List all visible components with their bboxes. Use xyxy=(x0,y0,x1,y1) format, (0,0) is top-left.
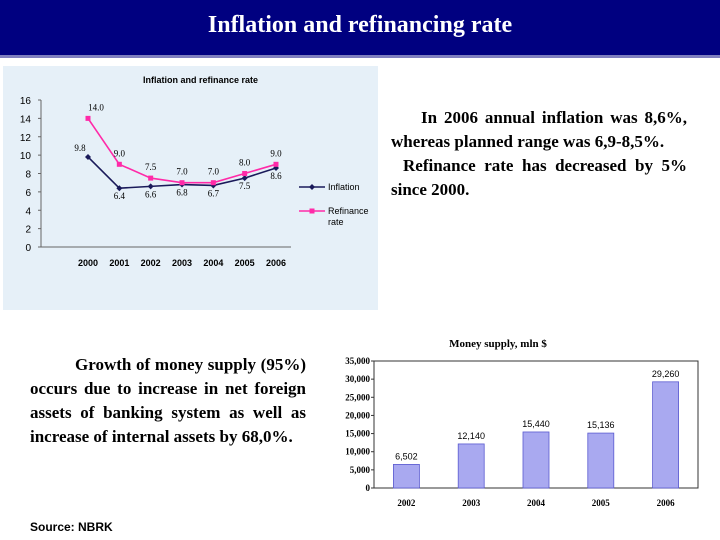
bar-value-label: 29,260 xyxy=(652,369,680,379)
legend-inflation-marker xyxy=(309,184,315,190)
x-tick-label: 2006 xyxy=(657,498,676,508)
inflation-data-label: 6.6 xyxy=(145,189,157,199)
x-tick-label: 2000 xyxy=(78,258,98,268)
money-supply-text: Growth of money supply (95%) occurs due … xyxy=(30,353,306,449)
inflation-data-label: 6.8 xyxy=(176,188,188,198)
inflation-data-label: 8.6 xyxy=(270,171,282,181)
y-tick-label: 35,000 xyxy=(345,356,370,366)
money-supply-bar xyxy=(393,464,420,489)
inflation-point xyxy=(147,183,154,190)
y-tick-label: 20,000 xyxy=(345,410,370,420)
refinance-point xyxy=(85,115,91,121)
inflation-chart: Inflation and refinance rate 0 2 4 6 8 10 12 14 1… xyxy=(20,75,369,268)
chart-title: Money supply, mln $ xyxy=(449,338,547,350)
refinance-data-label: 9.0 xyxy=(114,148,126,158)
legend-inflation-label: Inflation xyxy=(328,182,360,192)
inflation-point xyxy=(116,185,123,192)
refinance-point xyxy=(148,175,154,181)
bar-value-label: 12,140 xyxy=(457,431,485,441)
y-tick-label: 12 xyxy=(20,133,32,144)
refinance-paragraph: Refinance rate has decreased by 5% since… xyxy=(391,156,687,199)
inflation-point xyxy=(241,175,248,182)
source-note: Source: NBRK xyxy=(30,520,113,534)
y-tick-label: 0 xyxy=(366,483,371,493)
refinance-data-label: 8.0 xyxy=(239,158,251,168)
legend-refinance-label-line1: Refinance xyxy=(328,206,369,216)
x-tick-label: 2003 xyxy=(462,498,481,508)
refinance-data-label: 14.0 xyxy=(88,102,104,112)
y-tick-label: 16 xyxy=(20,96,32,107)
slide-title: Inflation and refinancing rate xyxy=(207,12,513,38)
refinance-point xyxy=(116,161,122,167)
y-tick-label: 0 xyxy=(25,243,31,254)
x-tick-label: 2006 xyxy=(266,258,286,268)
refinance-point xyxy=(179,180,185,186)
y-tick-label: 25,000 xyxy=(345,392,370,402)
title-bar xyxy=(0,0,720,55)
inflation-data-label: 6.4 xyxy=(114,191,126,201)
y-tick-label: 2 xyxy=(25,225,31,236)
x-tick-label: 2003 xyxy=(172,258,192,268)
y-tick-label: 14 xyxy=(20,114,32,125)
money-supply-chart: Money supply, mln $ 0 5,000 10,000 15,000 20,… xyxy=(345,338,699,508)
bar-value-label: 15,440 xyxy=(522,419,550,429)
inflation-data-label: 7.5 xyxy=(239,181,251,191)
inflation-chart-panel xyxy=(3,66,378,310)
refinance-point xyxy=(210,180,216,186)
y-tick-label: 4 xyxy=(25,206,31,217)
y-tick-label: 6 xyxy=(25,188,31,199)
y-tick-label: 10,000 xyxy=(345,447,370,457)
money-supply-bar xyxy=(522,431,550,489)
refinance-data-label: 7.0 xyxy=(208,167,220,177)
x-tick-label: 2005 xyxy=(235,258,255,268)
inflation-data-label: 9.8 xyxy=(74,143,86,153)
money-supply-bar xyxy=(587,432,615,489)
x-tick-label: 2002 xyxy=(397,498,416,508)
y-tick-label: 15,000 xyxy=(345,429,370,439)
refinance-point xyxy=(242,171,248,176)
money-supply-bar xyxy=(652,381,680,489)
x-tick-label: 2002 xyxy=(141,258,161,268)
refinance-data-label: 7.0 xyxy=(176,167,188,177)
x-tick-label: 2004 xyxy=(527,498,546,508)
x-tick-label: 2005 xyxy=(592,498,611,508)
legend-refinance-label-line2: rate xyxy=(328,217,344,227)
inflation-text: In 2006 annual inflation was 8,6%, where… xyxy=(391,106,687,202)
x-tick-label: 2004 xyxy=(203,258,223,268)
money-supply-paragraph: Growth of money supply (95%) occurs due … xyxy=(30,355,306,446)
y-tick-label: 30,000 xyxy=(345,374,370,384)
y-tick-label: 8 xyxy=(25,170,31,181)
x-tick-label: 2001 xyxy=(109,258,129,268)
inflation-data-label: 6.7 xyxy=(208,188,220,198)
inflation-point xyxy=(85,153,91,160)
money-supply-bar xyxy=(457,443,485,489)
inflation-paragraph: In 2006 annual inflation was 8,6%, where… xyxy=(391,108,687,151)
bar-value-label: 15,136 xyxy=(587,420,615,430)
legend-refinance-marker xyxy=(309,208,315,214)
refinance-data-label: 9.0 xyxy=(270,148,282,158)
y-tick-label: 10 xyxy=(20,151,32,162)
chart-title: Inflation and refinance rate xyxy=(143,75,258,85)
refinance-data-label: 7.5 xyxy=(145,162,157,172)
refinance-point xyxy=(273,161,279,167)
title-underline xyxy=(0,55,720,58)
y-tick-label: 5,000 xyxy=(350,465,371,475)
bar-value-label: 6,502 xyxy=(395,451,418,461)
